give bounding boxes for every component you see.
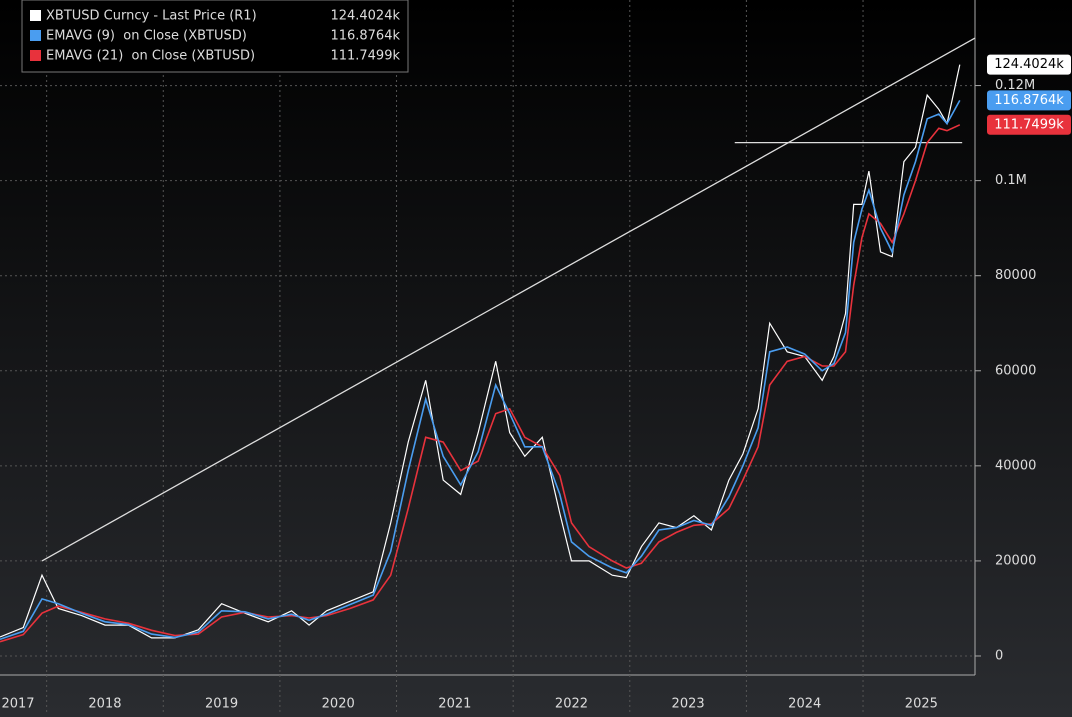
legend-box [21,0,409,73]
plot-area [0,0,976,715]
legend-label: EMAVG (9) on Close (XBTUSD) [46,29,247,44]
x-tick-label: 2024 [788,697,821,712]
last-value-label: 124.4024k [994,57,1064,72]
legend-swatch [30,30,41,41]
legend-label: EMAVG (21) on Close (XBTUSD) [46,49,255,64]
series-line [0,124,961,643]
legend-label: XBTUSD Curncy - Last Price (R1) [46,9,257,24]
legend-swatch [30,50,41,61]
y-tick-label: 60000 [995,363,1036,378]
last-value-label: 111.7499k [994,117,1064,132]
series-line [0,100,961,641]
last-value-label: 116.8764k [994,93,1064,108]
x-tick-label: 2021 [438,697,471,712]
y-tick-label: 0.12M [995,78,1035,93]
legend-swatch [30,10,41,21]
x-tick-label: 2019 [205,697,238,712]
legend: XBTUSD Curncy - Last Price (R1) 124.4024k… [21,0,409,73]
legend-value: 111.7499k [330,49,400,64]
y-tick-label: 80000 [995,268,1036,283]
x-tick-label: 2023 [672,697,705,712]
last-value-tag [987,54,1071,75]
series-line [0,64,961,639]
x-tick-label: 2017 [1,697,34,712]
legend-value: 124.4024k [330,9,400,24]
trend-line [41,37,976,562]
x-tick-label: 2025 [905,697,938,712]
x-tick-label: 2022 [555,697,588,712]
legend-value: 116.8764k [330,29,400,44]
last-value-tag [987,114,1071,135]
y-tick-label: 0 [995,648,1003,663]
y-tick-label: 0.1M [995,173,1027,188]
x-tick-label: 2018 [88,697,121,712]
last-value-tag [987,90,1071,111]
y-tick-label: 40000 [995,458,1036,473]
y-tick-label: 20000 [995,553,1036,568]
x-tick-label: 2020 [322,697,355,712]
